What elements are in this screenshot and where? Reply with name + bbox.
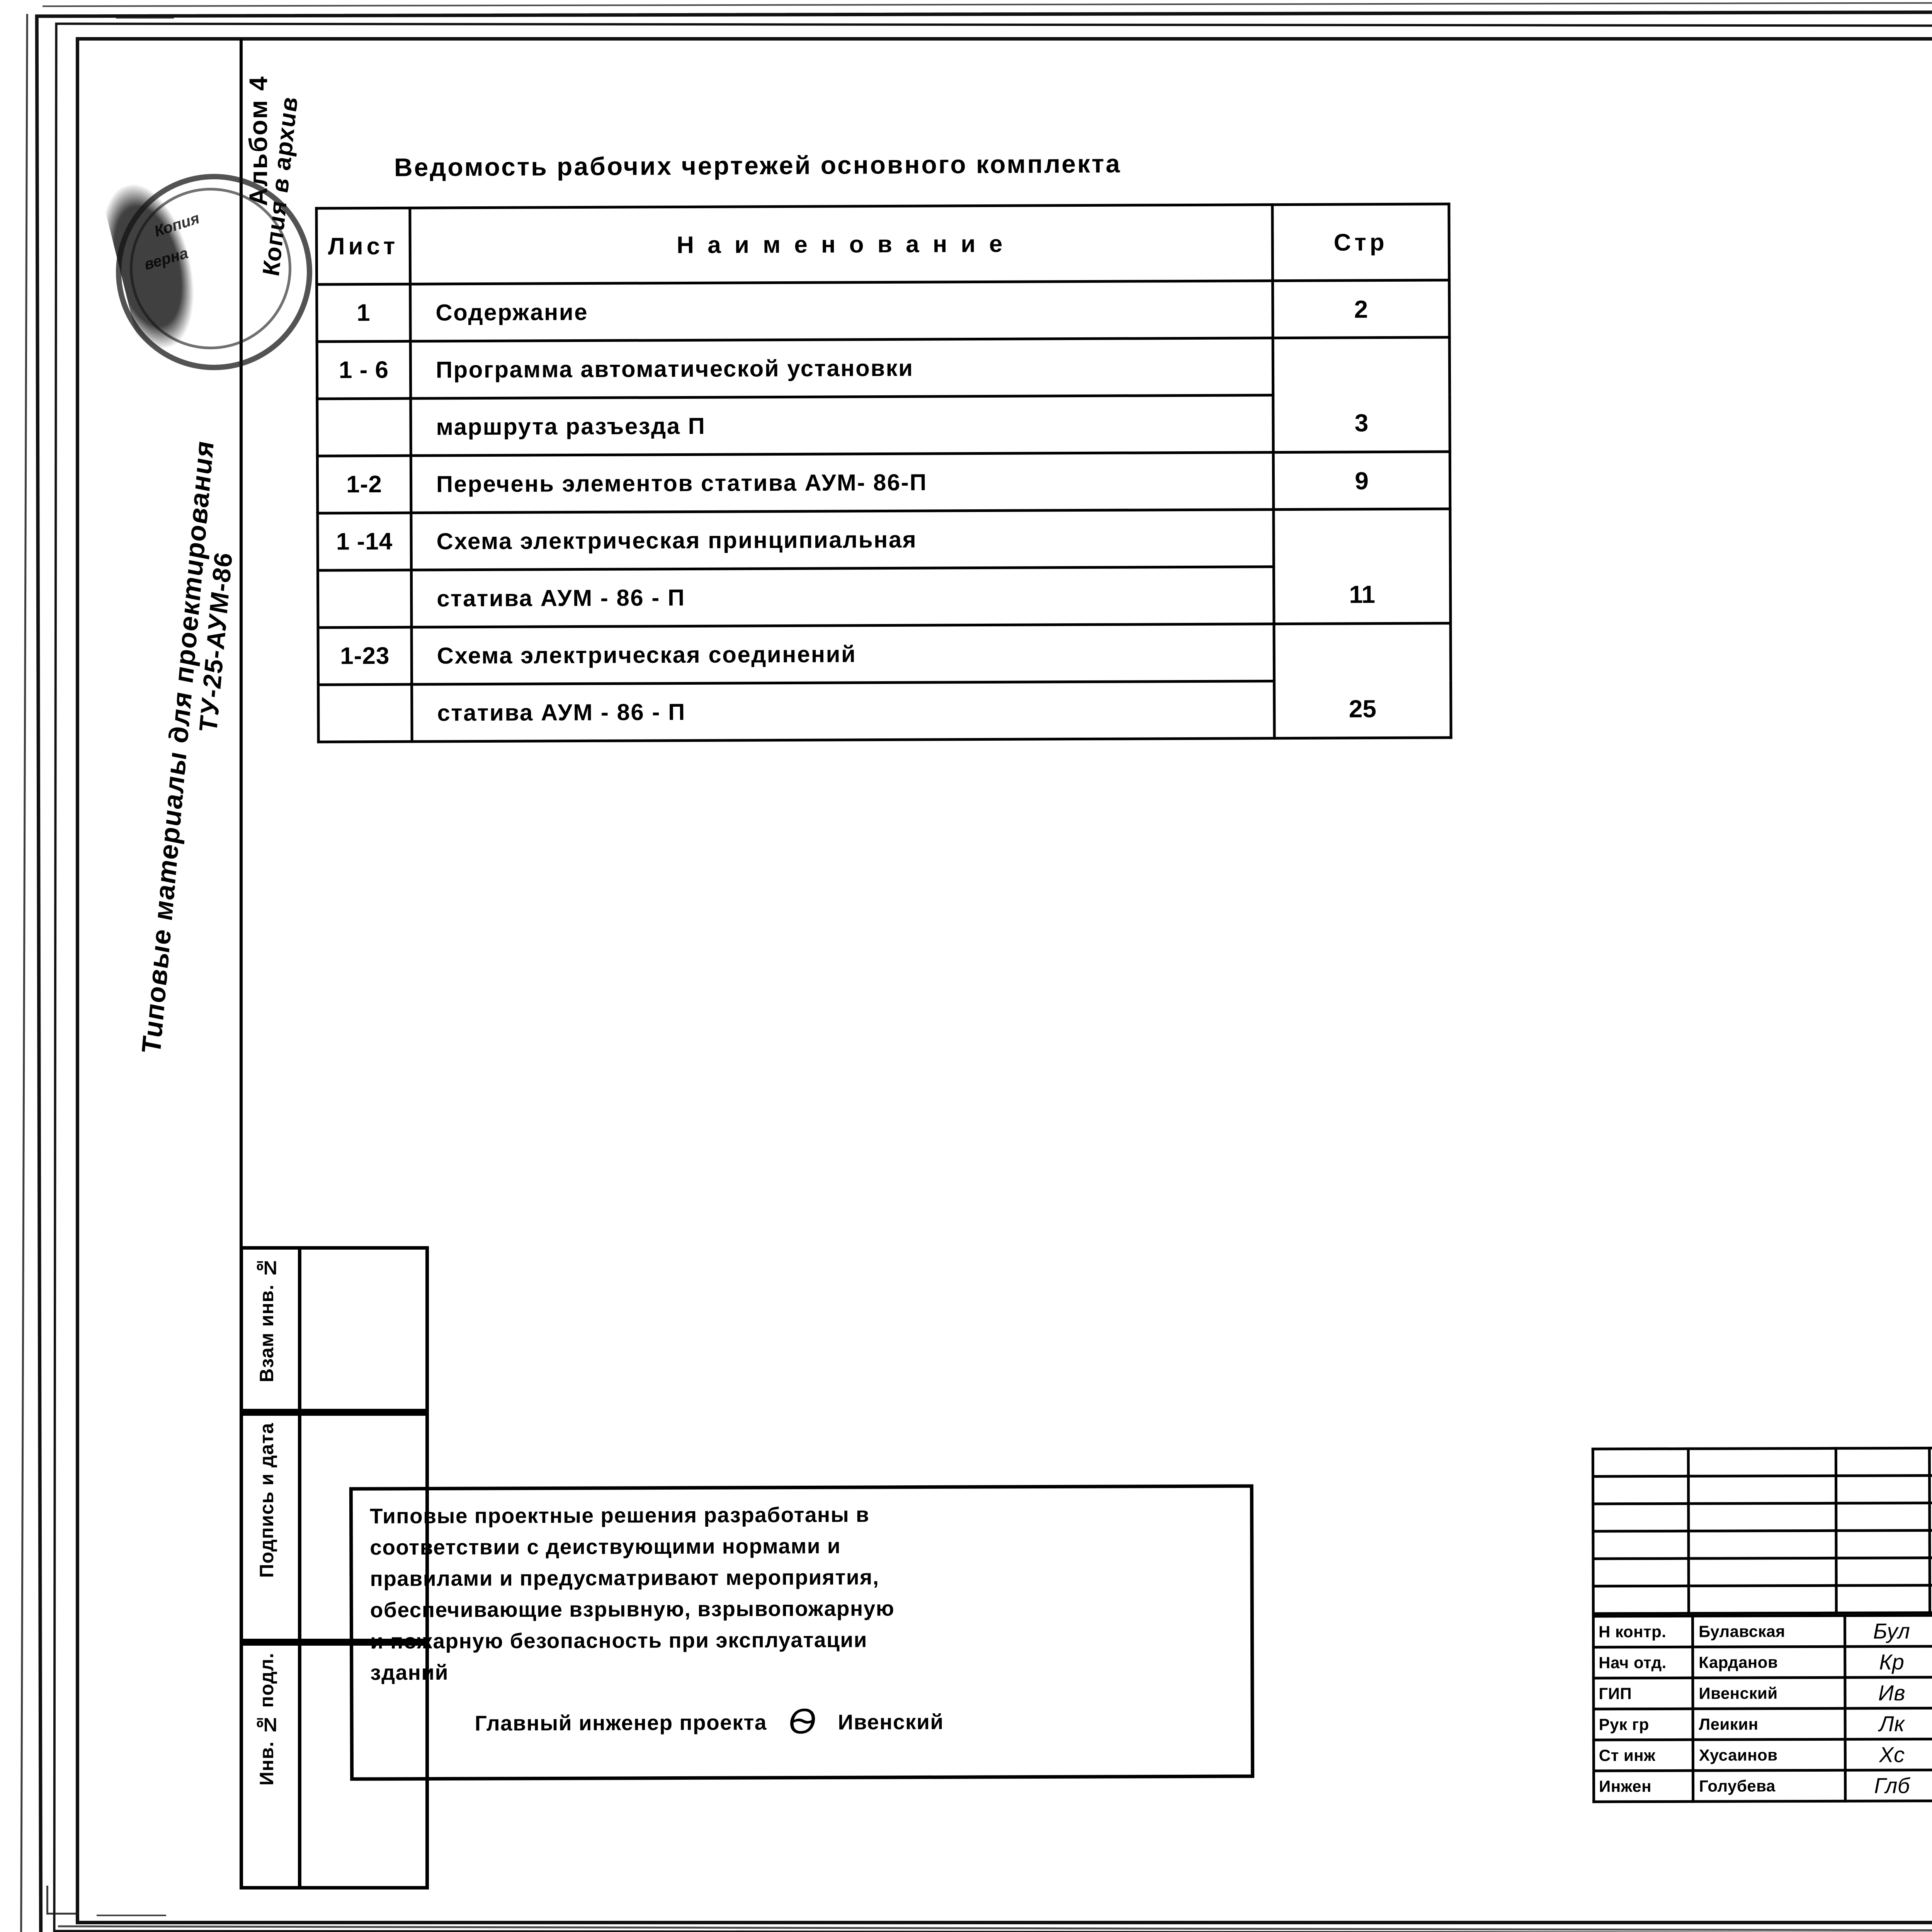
notes-signature-line: Главный инженер проекта Ѳ Ивенский — [371, 1700, 1234, 1743]
row-name: Перечень элементов статива АУМ- 86-П — [411, 452, 1274, 513]
row-name: Программа автоматической установки — [410, 338, 1273, 399]
register-table: Лист Н а и м е н о в а н и е Стр 1 Содер… — [315, 202, 1452, 743]
register-header-page: Стр — [1272, 204, 1449, 281]
signature-role: Нач отд. — [1593, 1647, 1693, 1678]
signature-mark: Кр — [1845, 1646, 1932, 1678]
notes-line: зданий — [370, 1660, 449, 1685]
revision-table — [1592, 1447, 1932, 1615]
table-row: 1 -14 Схема электрическая принципиальная — [317, 509, 1451, 571]
notes-line: правилами и предусматривают мероприятия, — [370, 1565, 879, 1591]
signature-mark: Ив — [1845, 1677, 1932, 1709]
signature-name: Хусаинов — [1693, 1739, 1845, 1771]
row-name: маршрута разъезда П — [410, 395, 1274, 456]
chief-engineer-name: Ивенский — [838, 1709, 944, 1734]
signature-mark: Лк — [1845, 1708, 1932, 1740]
margin-cell-inv-podl: Инв. № подл. — [240, 1642, 301, 1889]
notes-line: соответствии с деиствующими нормами и — [370, 1534, 841, 1560]
row-page — [1273, 509, 1451, 567]
margin-field-podpis-data — [301, 1412, 429, 1642]
register-header-row: Лист Н а и м е н о в а н и е Стр — [316, 204, 1449, 285]
crop-tick-bottom-left — [97, 1915, 166, 1916]
signature-mark: Глб — [1845, 1770, 1932, 1801]
row-page: 9 — [1273, 451, 1450, 510]
notes-line: Типовые проектные решения разработаны в — [369, 1502, 870, 1528]
scan-edge-top — [43, 0, 1932, 7]
table-row: 1-2 Перечень элементов статива АУМ- 86-П… — [317, 451, 1450, 514]
row-name: статива АУМ - 86 - П — [411, 566, 1274, 628]
margin-label-inv-podl: Инв. № подл. — [256, 1653, 277, 1786]
revision-row — [1593, 1448, 1932, 1476]
signature-mark: Бул — [1845, 1615, 1932, 1647]
signature-name: Леикин — [1693, 1708, 1845, 1740]
margin-label-vzam-inv: Взам инв. № — [256, 1257, 277, 1383]
signature-role: Н контр. — [1593, 1616, 1693, 1647]
row-page: 25 — [1274, 680, 1451, 738]
notes-line: обеспечивающие взрывную, взрывопожарную — [370, 1596, 895, 1622]
scan-edge-left — [20, 14, 28, 1932]
margin-cell-vzam-inv: Взам инв. № — [240, 1246, 301, 1412]
signature-role: ГИП — [1593, 1678, 1693, 1709]
crop-corner-mark — [46, 1886, 79, 1915]
chief-engineer-label: Главный инженер проекта — [474, 1710, 767, 1735]
table-row: статива АУМ - 86 - П 11 — [318, 566, 1451, 628]
table-row: 1-23 Схема электрическая соединений — [318, 623, 1451, 685]
row-page: 11 — [1274, 566, 1451, 624]
signature-table: Н контр. Булавская Бул 9 0287 Нач отд. К… — [1592, 1614, 1932, 1803]
revision-row — [1593, 1475, 1932, 1504]
signature-mark: Хс — [1845, 1739, 1932, 1770]
signature-row: Нач отд. Карданов Кр 11 0187 — [1593, 1646, 1932, 1678]
notes-line: и пожарную безопасность при эксплуатации — [370, 1628, 868, 1653]
title-block-left: Н контр. Булавская Бул 9 0287 Нач отд. К… — [1592, 1447, 1932, 1803]
signature-name: Булавская — [1692, 1616, 1845, 1647]
table-row: 1 Содержание 2 — [316, 280, 1450, 342]
signature-row: Ст инж Хусаинов Хс 11 0187 — [1594, 1739, 1932, 1771]
row-page: 2 — [1272, 280, 1450, 338]
row-sheet: 1-23 — [318, 627, 412, 685]
row-name: Схема электрическая соединений — [412, 624, 1274, 685]
table-row: маршрута разъезда П 3 — [317, 394, 1450, 456]
sheet-frame-inner — [76, 37, 1932, 1924]
row-sheet: 1 - 6 — [317, 341, 411, 399]
row-sheet: 1 -14 — [317, 513, 412, 571]
signature-role: Рук гр — [1594, 1709, 1693, 1740]
notes-block: Типовые проектные решения разработаны в … — [349, 1484, 1255, 1781]
row-name: Содержание — [410, 281, 1273, 342]
row-sheet: 1-2 — [317, 456, 411, 514]
revision-row — [1593, 1585, 1932, 1614]
table-row: статива АУМ - 86 - П 25 — [318, 680, 1451, 742]
signature-row: Рук гр Леикин Лк 11 0187 — [1594, 1708, 1932, 1740]
crop-tick-top-left — [116, 17, 174, 19]
row-sheet — [318, 570, 412, 628]
row-name: Схема электрическая принципиальная — [411, 509, 1274, 570]
margin-label-podpis-data: Подпись и дата — [256, 1423, 277, 1578]
revision-row — [1593, 1530, 1932, 1559]
row-page — [1273, 337, 1450, 395]
row-page: 3 — [1273, 394, 1450, 452]
margin-field-inv-podl — [301, 1642, 429, 1889]
revision-row — [1593, 1558, 1932, 1586]
signature-name: Карданов — [1692, 1646, 1845, 1678]
margin-field-vzam-inv — [301, 1246, 429, 1412]
table-row: 1 - 6 Программа автоматической установки — [317, 337, 1450, 399]
signature-role: Инжен — [1594, 1770, 1693, 1802]
register-title: Ведомость рабочих чертежей основного ком… — [394, 149, 1122, 182]
signature-glyph: Ѳ — [788, 1701, 817, 1742]
signature-row: Инжен Голубева Глб 11 0187 — [1594, 1770, 1932, 1802]
register-header-sheet: Лист — [316, 208, 410, 285]
signature-row: ГИП Ивенский Ив 11 0187 — [1593, 1677, 1932, 1709]
revision-row — [1593, 1503, 1932, 1531]
signature-row: Н контр. Булавская Бул 9 0287 — [1593, 1615, 1932, 1647]
signature-name: Голубева — [1693, 1770, 1845, 1802]
row-sheet — [318, 684, 412, 742]
row-sheet — [317, 398, 411, 456]
row-page — [1274, 623, 1451, 681]
register-header-name: Н а и м е н о в а н и е — [410, 204, 1273, 284]
row-sheet: 1 — [316, 284, 411, 342]
row-name: статива АУМ - 86 - П — [412, 681, 1275, 742]
left-margin-rule — [240, 39, 243, 1886]
signature-role: Ст инж — [1594, 1740, 1693, 1771]
signature-name: Ивенский — [1692, 1677, 1845, 1709]
margin-cell-podpis-data: Подпись и дата — [240, 1412, 301, 1642]
